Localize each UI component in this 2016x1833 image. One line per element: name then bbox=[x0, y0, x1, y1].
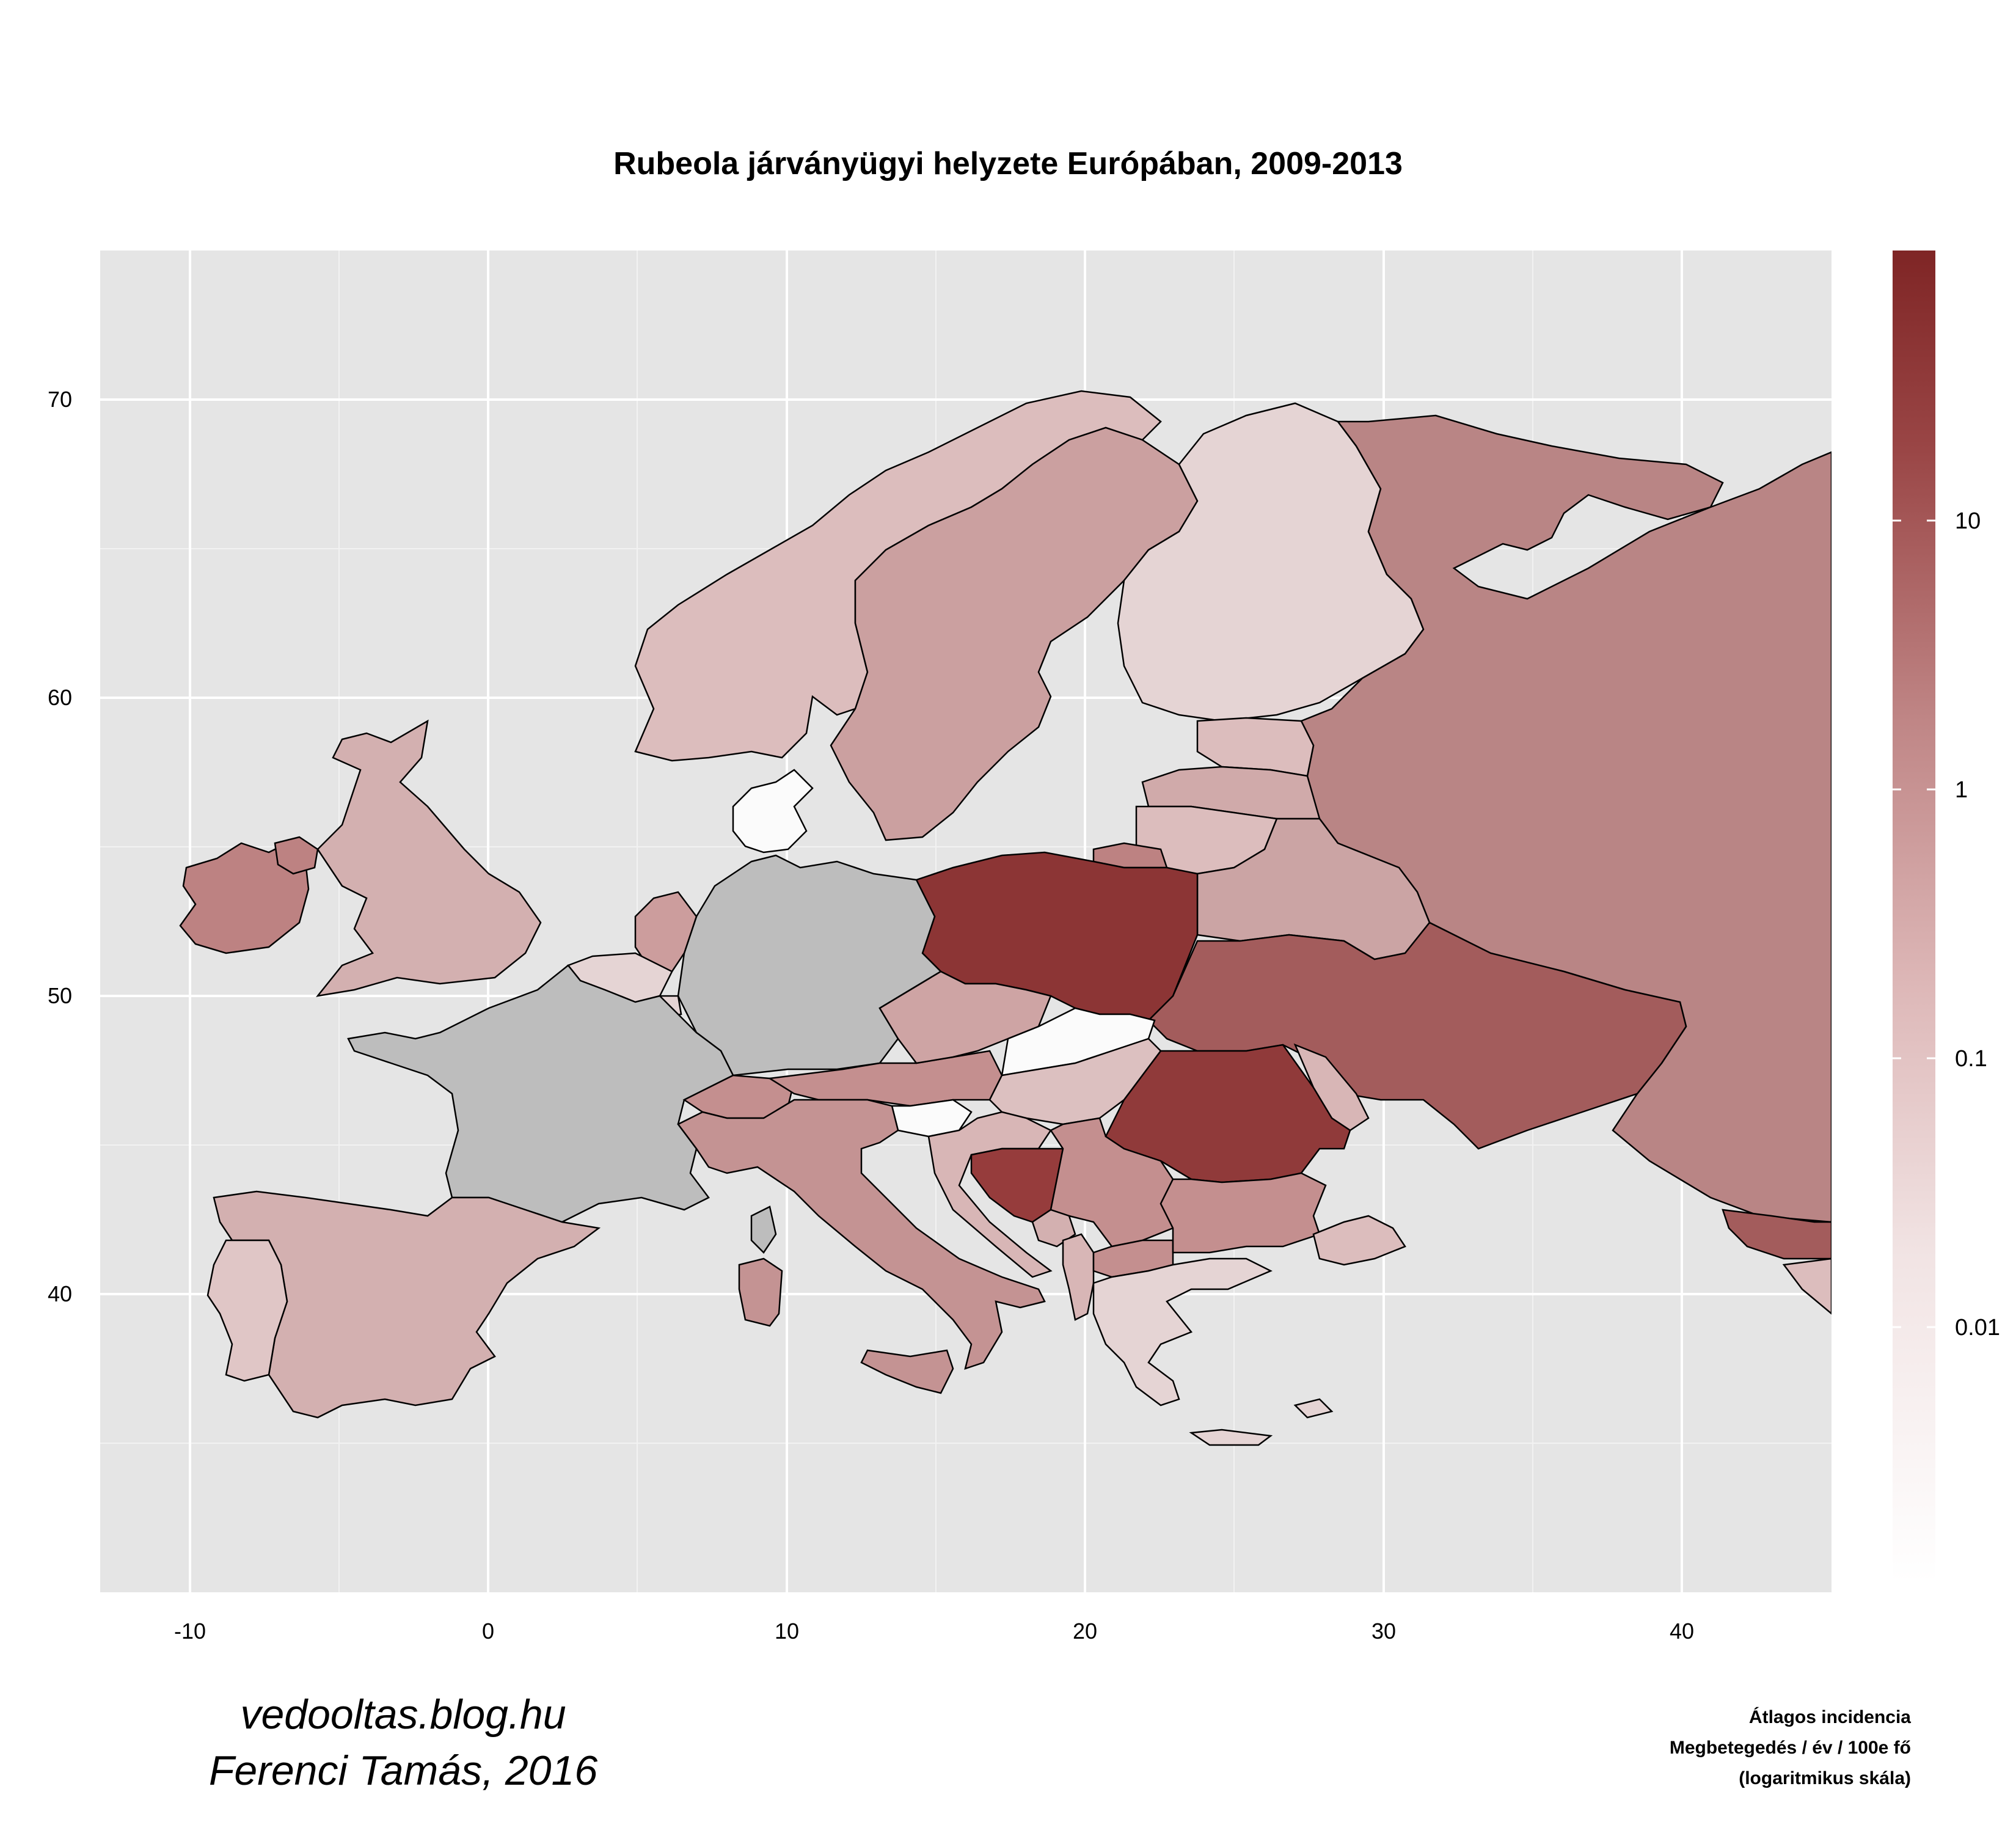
credit-author: Ferenci Tamás, 2016 bbox=[208, 1747, 598, 1794]
country-armenia bbox=[1782, 1257, 1832, 1315]
country-montenegro bbox=[1031, 1209, 1076, 1248]
legend-tick-label: 1 bbox=[1955, 777, 1968, 803]
country-uk-ni bbox=[274, 836, 319, 875]
country-corsica bbox=[750, 1206, 777, 1254]
country-france bbox=[347, 964, 734, 1223]
country-uk bbox=[315, 719, 542, 997]
y-tick-label: 60 bbox=[48, 685, 72, 710]
legend-ticks bbox=[1893, 519, 1935, 1328]
country-croatia bbox=[927, 1111, 1053, 1278]
country-ireland bbox=[179, 842, 310, 954]
country-turkey bbox=[1312, 1215, 1406, 1266]
country-denmark bbox=[732, 769, 814, 854]
country-georgia bbox=[1722, 1209, 1832, 1260]
legend-tick-label: 10 bbox=[1955, 508, 1981, 534]
country-sicily bbox=[860, 1349, 954, 1394]
credit-blog: vedooltas.blog.hu bbox=[240, 1691, 566, 1738]
legend-title: Átlagos incidencia Megbetegedés / év / 1… bbox=[1670, 1702, 1911, 1794]
x-tick-label: 20 bbox=[1073, 1619, 1097, 1644]
y-tick-label: 50 bbox=[48, 983, 72, 1008]
y-tick-label: 70 bbox=[48, 387, 72, 412]
country-russia bbox=[1300, 414, 1832, 1223]
x-tick-label: 10 bbox=[775, 1619, 799, 1644]
country-netherlands bbox=[634, 891, 698, 973]
legend-tick-label: 0.01 bbox=[1955, 1315, 2000, 1341]
country-romania bbox=[1105, 1044, 1351, 1184]
chart-title: Rubeola járványügyi helyzete Európában, … bbox=[613, 146, 1403, 181]
legend-colorbar bbox=[1893, 251, 1935, 1582]
country-italy bbox=[677, 1099, 1046, 1370]
legend-tick-label: 0.1 bbox=[1955, 1046, 1987, 1072]
x-tick-label: 40 bbox=[1670, 1619, 1694, 1644]
legend-title-line: Megbetegedés / év / 100e fő bbox=[1669, 1738, 1911, 1758]
legend-tick-labels: 10 1 0.1 0.01 bbox=[1955, 508, 2000, 1341]
x-axis: -10 0 10 20 30 40 bbox=[174, 1619, 1694, 1644]
country-crete bbox=[1189, 1429, 1273, 1446]
legend-title-line: Átlagos incidencia bbox=[1748, 1707, 1911, 1727]
y-axis: 40 50 60 70 bbox=[48, 387, 72, 1306]
country-sardinia bbox=[738, 1257, 783, 1327]
country-czechia bbox=[878, 970, 1052, 1064]
countries bbox=[179, 390, 1832, 1446]
country-belarus bbox=[1196, 818, 1431, 960]
country-cyprus bbox=[1293, 1398, 1334, 1419]
x-tick-label: -10 bbox=[174, 1619, 206, 1644]
legend-title-line: (logaritmikus skála) bbox=[1739, 1768, 1911, 1788]
country-bulgaria bbox=[1160, 1172, 1327, 1254]
country-sweden bbox=[830, 426, 1199, 841]
country-albania bbox=[1062, 1233, 1095, 1321]
x-tick-label: 30 bbox=[1371, 1619, 1396, 1644]
y-tick-label: 40 bbox=[48, 1281, 72, 1306]
x-tick-label: 0 bbox=[482, 1619, 494, 1644]
country-slovenia bbox=[891, 1099, 973, 1138]
country-greece bbox=[1092, 1257, 1273, 1407]
country-portugal bbox=[206, 1239, 288, 1382]
credit-block: vedooltas.blog.hu Ferenci Tamás, 2016 bbox=[183, 1686, 623, 1799]
